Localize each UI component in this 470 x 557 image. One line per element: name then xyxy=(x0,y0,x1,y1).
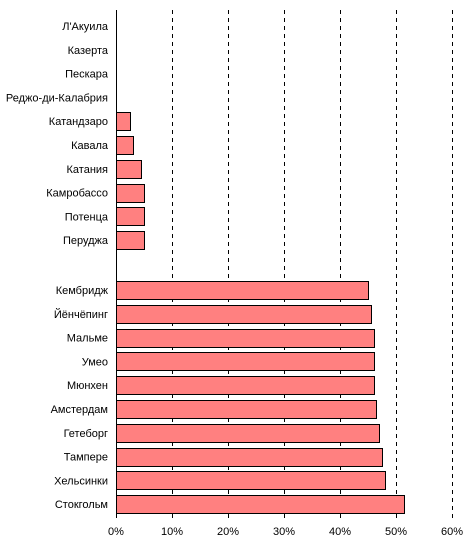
bar xyxy=(116,305,372,324)
category-label: Хельсинки xyxy=(54,475,108,487)
category-label: Реджо-ди-Калабрия xyxy=(6,92,108,104)
category-label: Стокгольм xyxy=(55,499,108,511)
x-tick-label: 20% xyxy=(217,526,239,538)
bar xyxy=(116,184,145,203)
category-label: Йёнчёпинг xyxy=(54,308,108,321)
category-label: Перуджа xyxy=(63,235,109,247)
bar xyxy=(116,231,145,250)
category-label: Пескара xyxy=(65,69,109,81)
category-label: Гетеборг xyxy=(64,428,108,440)
x-tick-label: 50% xyxy=(385,526,407,538)
bar xyxy=(116,329,375,348)
bar xyxy=(116,281,369,300)
bar xyxy=(116,424,380,443)
x-tick-label: 10% xyxy=(161,526,183,538)
bar xyxy=(116,400,377,419)
category-label: Мальме xyxy=(67,333,108,345)
bar xyxy=(116,448,383,467)
bar xyxy=(116,136,134,155)
category-label: Умео xyxy=(82,356,108,368)
bar-layer xyxy=(116,112,405,514)
category-label: Тампере xyxy=(64,452,108,464)
category-label: Амстердам xyxy=(51,404,108,416)
bar xyxy=(116,471,386,490)
category-label-layer: Л'Акуила Казерта Пескара Реджо-ди-Калабрия К… xyxy=(6,21,109,511)
x-tick-label: 0% xyxy=(108,526,124,538)
category-label: Л'Акуила xyxy=(62,21,109,33)
category-label: Потенца xyxy=(65,211,109,223)
x-tick-label: 30% xyxy=(273,526,295,538)
category-label: Казерта xyxy=(68,45,109,57)
bar xyxy=(116,112,131,131)
bar xyxy=(116,376,375,395)
bar xyxy=(116,160,142,179)
x-tick-label: 40% xyxy=(329,526,351,538)
bar xyxy=(116,352,375,371)
x-tick-label: 60% xyxy=(441,526,463,538)
bar xyxy=(116,207,145,226)
category-label: Катания xyxy=(67,164,109,176)
category-label: Кембридж xyxy=(56,285,109,297)
category-label: Мюнхен xyxy=(67,380,108,392)
category-label: Катандзаро xyxy=(49,116,108,128)
category-label: Кавала xyxy=(71,140,109,152)
category-label: Камробассо xyxy=(46,188,108,200)
tick-label-layer: 0% 10% 20% 30% 40% 50% 60% xyxy=(108,526,463,538)
bar xyxy=(116,495,405,514)
